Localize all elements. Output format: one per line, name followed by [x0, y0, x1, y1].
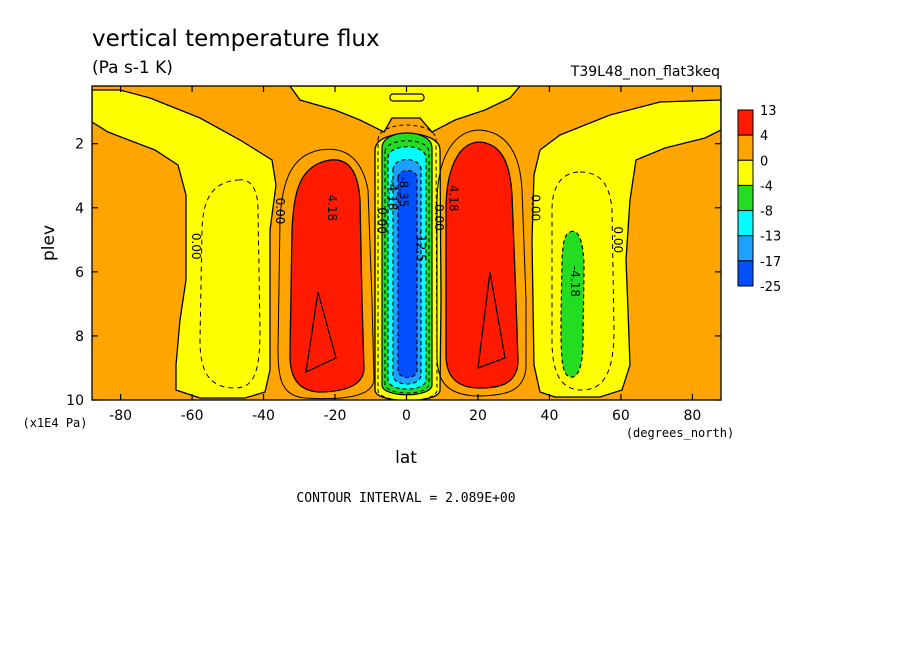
x-units-label: (degrees_north)	[626, 426, 734, 440]
red-region-south	[289, 159, 365, 393]
x-tick-label: 80	[683, 408, 701, 424]
x-tick-label: -80	[109, 408, 132, 424]
legend-label: -8	[760, 205, 773, 220]
contour-label: 4.18	[446, 185, 460, 212]
x-tick-label: 60	[612, 408, 630, 424]
y-tick-label: 8	[75, 329, 84, 345]
legend-label: 0	[760, 154, 768, 169]
dashed-contour-north	[551, 171, 615, 391]
red-region-north	[445, 141, 519, 389]
chart-title: vertical temperature flux	[92, 26, 380, 52]
contour-label: 0.00	[189, 233, 203, 260]
contour-label: -12.5	[414, 231, 428, 262]
legend-label: -4	[760, 179, 773, 194]
x-tick-label: 40	[541, 408, 559, 424]
dashed-contour-equator-1	[377, 124, 438, 400]
y-tick-label: 4	[75, 201, 84, 217]
yellow-region-top	[289, 86, 521, 133]
x-axis: -80 -60 -40 -20 0 20 40 60 80	[109, 86, 701, 424]
x-tick-label: -40	[252, 408, 275, 424]
contour-label: 0.00	[529, 194, 543, 221]
legend-swatch	[737, 109, 754, 136]
red-inner-contour-north	[477, 271, 506, 369]
legend-label: -17	[760, 255, 781, 270]
red-inner-contour-south	[305, 291, 337, 374]
legend-swatch	[737, 235, 754, 262]
contour-label: 4.18	[325, 194, 339, 221]
x-tick-label: 0	[402, 408, 411, 424]
legend-label: -13	[760, 230, 781, 245]
chart-subtitle: (Pa s-1 K)	[92, 58, 173, 78]
contour-label: -4.18	[568, 266, 582, 297]
top-capsule	[389, 93, 425, 102]
x-tick-label: -20	[324, 408, 347, 424]
plot-area: 0.000.00 4.18 0.00-4.18-8.350.00-12.54.18 0…	[92, 86, 721, 400]
y-units-label: (x1E4 Pa)	[22, 416, 87, 430]
y-tick-label: 6	[75, 265, 84, 281]
green-patch-north	[560, 230, 585, 378]
legend-swatch	[737, 159, 754, 186]
legend-swatch	[737, 134, 754, 161]
y-axis-label: plev	[39, 225, 59, 261]
legend-label: -25	[760, 280, 781, 295]
contour-interval-footer: CONTOUR INTERVAL = 2.089E+00	[296, 491, 515, 506]
y-tick-label: 2	[75, 137, 84, 153]
contour-thin-north	[436, 129, 527, 397]
blue-core	[397, 169, 418, 379]
dashed-contour-south	[199, 179, 261, 389]
contour-labels: 0.000.00 4.18 0.00-4.18-8.350.00-12.54.18 0…	[189, 176, 625, 297]
x-tick-label: 20	[469, 408, 487, 424]
color-legend: 13 4 0 -4 -8 -13 -17 -25	[737, 104, 781, 295]
contour-label: -4.18	[386, 179, 400, 210]
x-tick-label: -60	[181, 408, 204, 424]
contour-label: 0.00	[432, 204, 446, 231]
run-label: T39L48_non_flat3keq	[570, 64, 720, 80]
y-tick-label: 10	[66, 393, 84, 409]
y-axis: 2 4 6 8 10	[66, 137, 721, 409]
legend-swatch	[737, 210, 754, 237]
contour-label: 0.00	[611, 226, 625, 253]
x-axis-label: lat	[395, 448, 417, 468]
yellow-region-south	[92, 89, 277, 399]
contour-label: 0.00	[375, 207, 389, 234]
legend-label: 13	[760, 104, 777, 119]
legend-swatch	[737, 260, 754, 287]
dashed-contour-equator-2	[384, 140, 430, 394]
contour-thin-south	[277, 148, 375, 400]
legend-label: 4	[760, 129, 768, 144]
contour-label: 0.00	[273, 198, 287, 225]
legend-swatch	[737, 184, 754, 212]
contour-label: -8.35	[396, 176, 410, 207]
